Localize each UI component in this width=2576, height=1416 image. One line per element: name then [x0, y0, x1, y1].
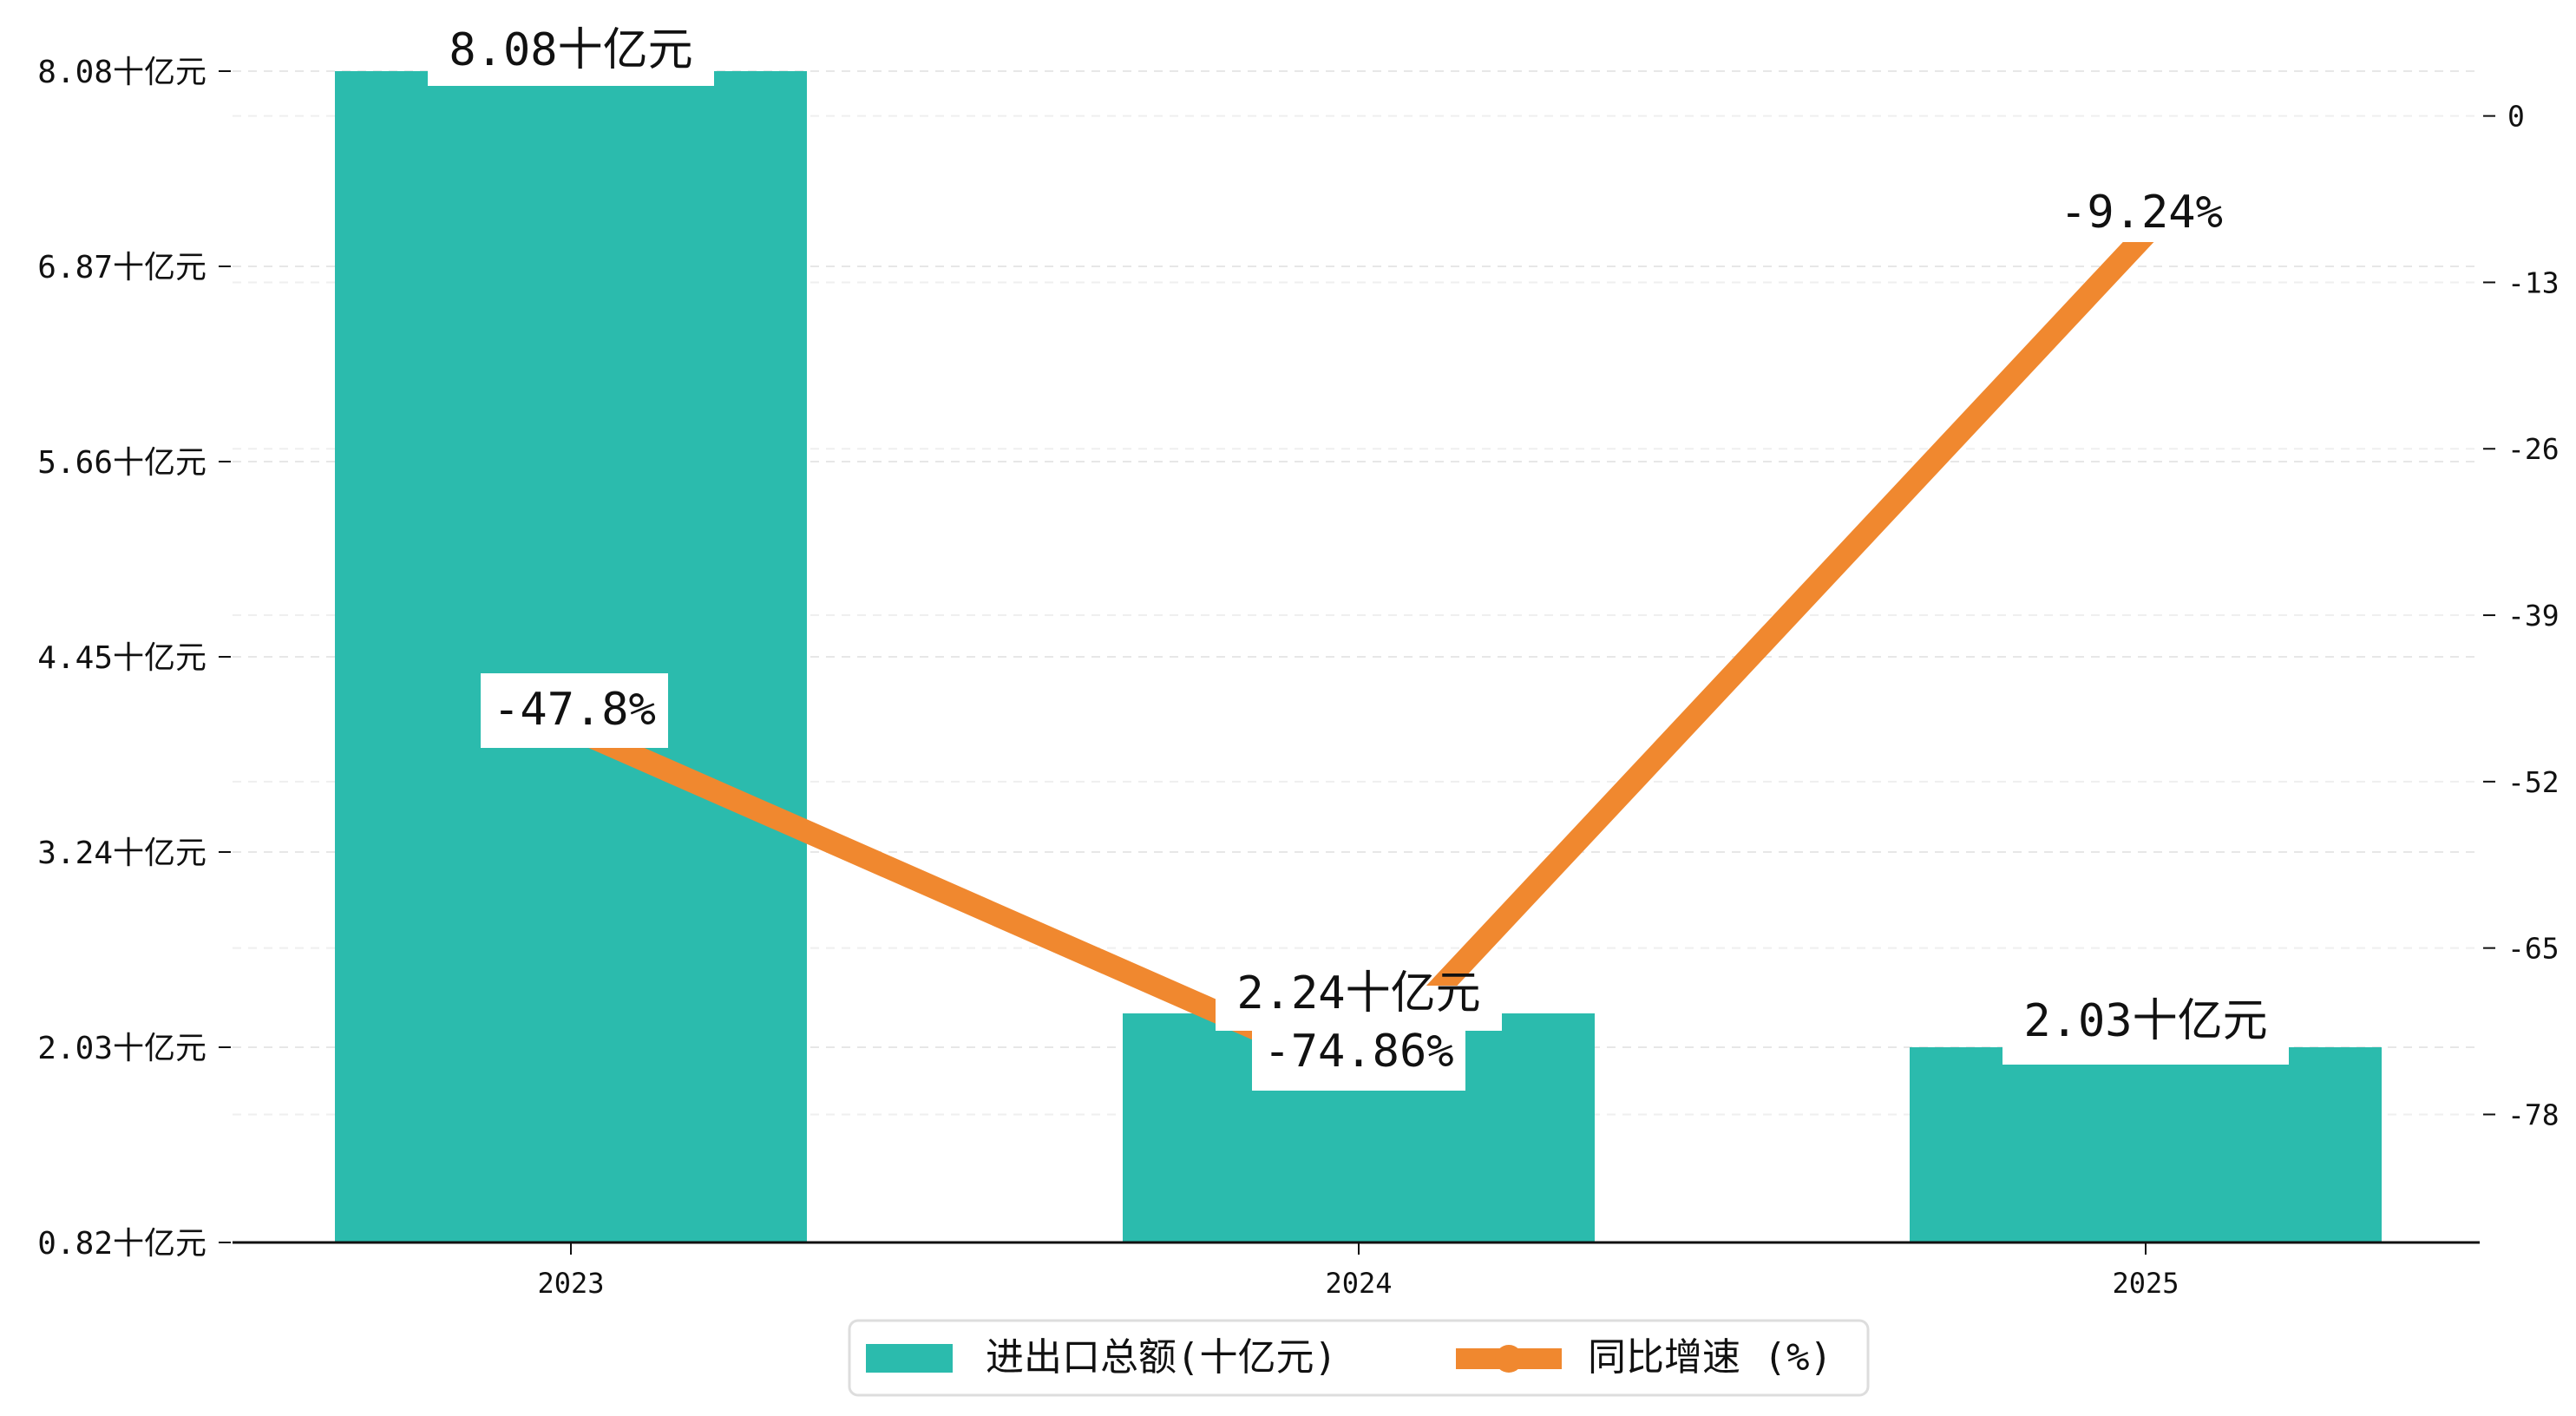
- legend-layer: 进出口总额(十亿元) 同比增速 (%): [848, 1319, 1870, 1397]
- left-tick-label: 8.08十亿元: [37, 55, 206, 90]
- right-tick-label: -78: [2507, 1098, 2560, 1131]
- x-tick-label: 2024: [1325, 1267, 1392, 1300]
- bar-data-label: 2.03十亿元: [2023, 995, 2267, 1047]
- x-tick-label: 2023: [537, 1267, 604, 1300]
- line-label-box: [1252, 1014, 1465, 1091]
- right-tick-label: -39: [2507, 599, 2560, 633]
- legend-box: [848, 1319, 1870, 1397]
- bar-data-label: 8.08十亿元: [449, 24, 692, 76]
- left-tick-label: 5.66十亿元: [37, 445, 206, 481]
- line-data-label: -9.24%: [2060, 187, 2223, 239]
- right-tick-label: -65: [2507, 932, 2560, 966]
- right-tick-label: -26: [2507, 432, 2560, 466]
- x-tick-label: 2025: [2112, 1267, 2179, 1300]
- label-layer: 8.08十亿元 2.24十亿元 2.03十亿元 -47.8% -74.86% -9.24%: [428, 16, 2289, 1091]
- right-tick-label: 0: [2507, 100, 2525, 134]
- bar-layer: [335, 71, 2382, 1242]
- legend-bar-label: 进出口总额(十亿元): [986, 1335, 1337, 1380]
- line-data-label: -47.8%: [493, 684, 656, 736]
- legend-line-marker: [1495, 1345, 1523, 1373]
- left-tick-label: 4.45十亿元: [37, 640, 206, 676]
- line-data-label: -74.86%: [1263, 1026, 1453, 1078]
- bar-label-box: [428, 16, 714, 86]
- left-tick-label: 3.24十亿元: [37, 836, 206, 871]
- right-tick-label: -52: [2507, 765, 2560, 799]
- line-label-box: [481, 673, 668, 748]
- bar-label-box: [2002, 1023, 2289, 1065]
- bar-2023: [335, 71, 807, 1242]
- bar-data-label: 2.24十亿元: [1236, 967, 1480, 1019]
- axis-layer: 0.82十亿元 2.03十亿元 3.24十亿元 4.45十亿元 5.66十亿元 6.87十…: [37, 55, 2559, 1300]
- bar-2025: [1910, 1047, 2382, 1242]
- left-tick-label: 6.87十亿元: [37, 250, 206, 285]
- left-tick-label: 2.03十亿元: [37, 1031, 206, 1066]
- legend-line-label: 同比增速 (%): [1588, 1335, 1832, 1380]
- left-tick-label: 0.82十亿元: [37, 1226, 206, 1262]
- line-label-box: [2045, 188, 2238, 242]
- legend-bar-swatch: [866, 1344, 953, 1373]
- right-tick-label: -13: [2507, 266, 2560, 299]
